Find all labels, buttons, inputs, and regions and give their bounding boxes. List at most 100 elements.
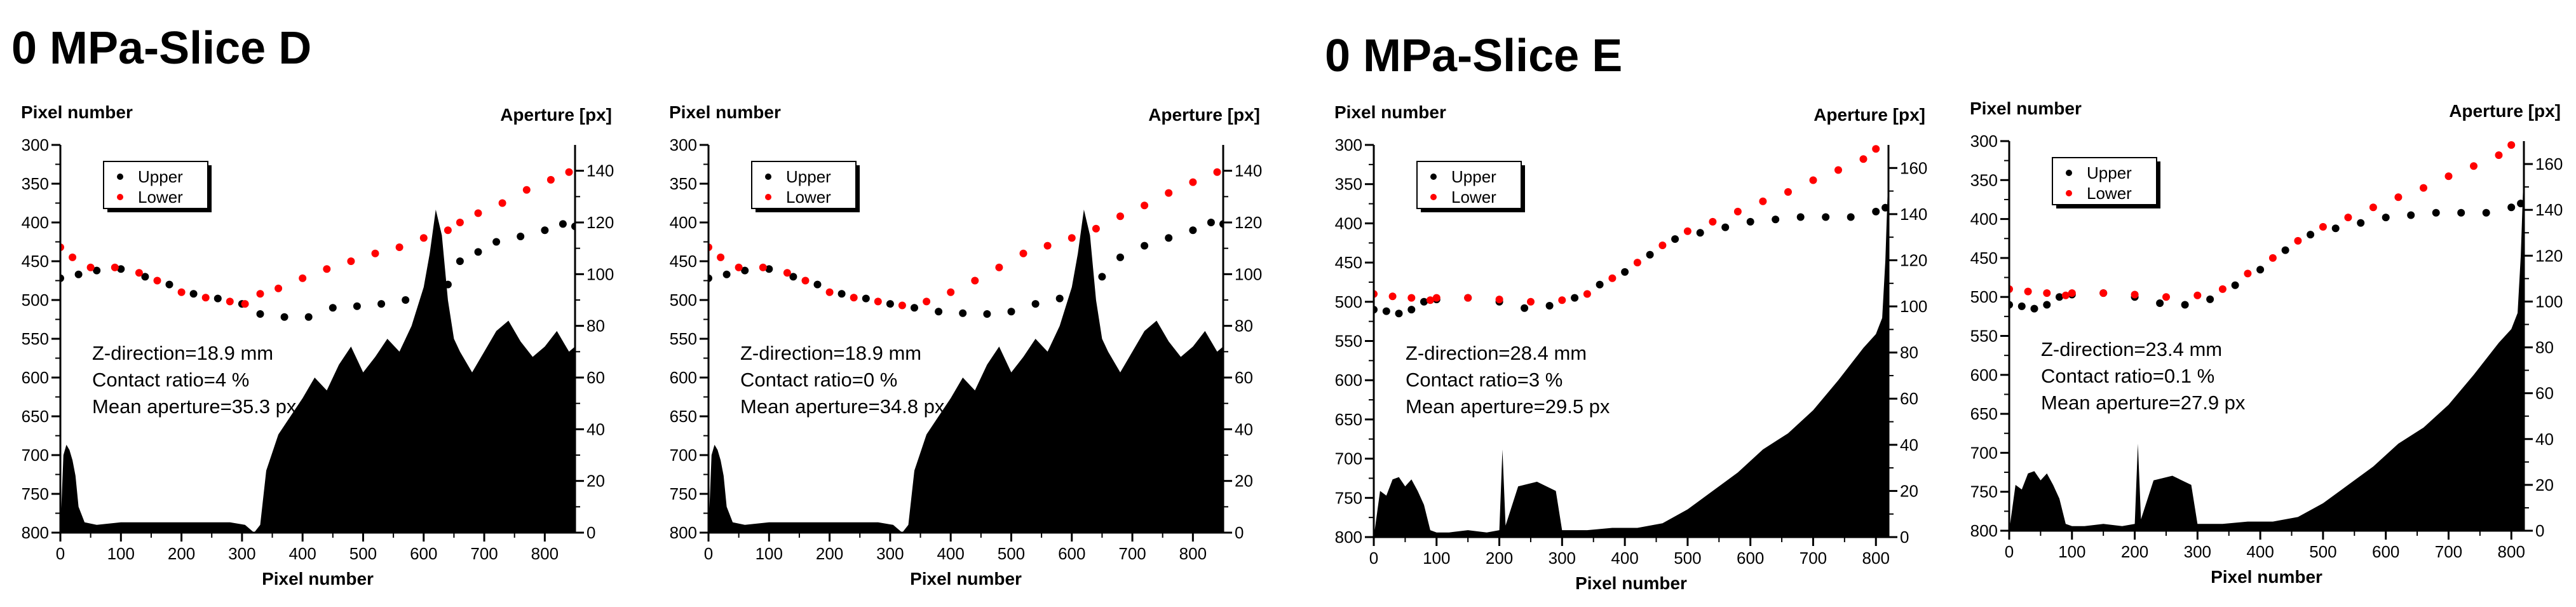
upper-point	[1746, 217, 1754, 226]
lower-point	[1658, 242, 1667, 249]
x-tick-label: 800	[531, 544, 559, 563]
upper-point	[2432, 208, 2440, 217]
upper-point	[304, 313, 313, 321]
aperture-area	[1374, 168, 1888, 537]
lower-point	[2507, 141, 2516, 149]
upper-point	[2043, 301, 2051, 309]
lower-point	[2244, 269, 2252, 278]
aperture-area	[708, 209, 1223, 533]
lower-point	[2495, 151, 2503, 160]
y-right-tick-label: 120	[1900, 250, 1927, 269]
lower-point	[1527, 297, 1535, 306]
legend-marker-upper	[117, 174, 123, 180]
y-right-tick-label: 120	[2535, 246, 2563, 265]
lower-point	[2162, 293, 2170, 301]
lower-point	[1683, 227, 1691, 235]
lower-point	[2024, 287, 2032, 296]
upper-point	[353, 302, 361, 310]
x-tick-label: 600	[1058, 544, 1085, 563]
lower-point	[1464, 294, 1472, 302]
y-right-tick-label: 40	[1235, 419, 1253, 439]
upper-point	[1696, 229, 1704, 237]
x-tick-label: 100	[2058, 542, 2085, 561]
lower-point	[898, 301, 906, 310]
lower-point	[1784, 188, 1792, 196]
upper-point	[474, 248, 482, 256]
upper-point	[722, 270, 731, 278]
legend: Upper Lower	[1416, 161, 1525, 212]
legend-marker-lower	[765, 194, 771, 200]
lower-point	[2043, 289, 2051, 297]
y-right-tick-label: 140	[1900, 205, 1927, 224]
y-left-tick-label: 650	[670, 407, 697, 426]
legend-marker-lower	[117, 194, 123, 200]
upper-point	[1772, 215, 1780, 224]
upper-point	[1395, 310, 1403, 318]
upper-point	[1080, 288, 1088, 296]
y-left-tick-label: 550	[22, 329, 49, 348]
y-right-tick-label: 0	[586, 523, 595, 542]
upper-point	[2357, 219, 2365, 227]
upper-point	[93, 266, 101, 275]
upper-point	[2331, 224, 2340, 233]
aperture-area	[60, 209, 575, 533]
y-left-tick-label: 500	[1970, 287, 1998, 306]
lower-point	[2369, 203, 2377, 212]
lower-point	[498, 199, 506, 207]
lower-point	[1019, 249, 1027, 257]
x-tick-label: 600	[1737, 549, 1764, 568]
upper-point	[1571, 294, 1579, 302]
y-left-tick-label: 500	[22, 290, 49, 310]
y-right-tick-label: 40	[1900, 435, 1918, 454]
y-right-tick-label: 0	[1235, 523, 1244, 542]
lower-point	[1165, 189, 1173, 197]
lower-point	[1068, 234, 1076, 242]
lower-point	[241, 300, 249, 308]
y-axis-label-left: Pixel number	[1970, 99, 2082, 118]
chart-panel-4: 0 100 200 300 400 500 600 700 800300350400450500…	[1970, 99, 2563, 587]
upper-point	[541, 226, 549, 235]
lower-point	[1495, 296, 1503, 304]
lower-point	[1733, 207, 1742, 215]
legend-box	[2052, 157, 2157, 205]
legend-marker-lower	[1430, 194, 1437, 200]
upper-point	[2382, 214, 2390, 222]
y-left-tick-label: 400	[1335, 214, 1362, 233]
upper-point	[1141, 242, 1149, 250]
upper-point	[1031, 300, 1040, 308]
upper-point	[983, 310, 991, 318]
lower-point	[735, 263, 743, 271]
lower-point	[177, 288, 186, 296]
y-right-tick-label: 20	[586, 472, 605, 491]
y-left-tick-label: 650	[1335, 410, 1362, 429]
upper-point	[1671, 235, 1679, 243]
y-left-tick-label: 450	[22, 252, 49, 271]
upper-point	[1646, 250, 1654, 259]
annotation: Contact ratio=0 %	[740, 369, 897, 391]
legend-label-upper: Upper	[786, 167, 831, 186]
lower-point	[444, 226, 452, 235]
upper-point	[2017, 302, 2026, 310]
legend-label-upper: Upper	[138, 167, 183, 186]
lower-point	[2517, 133, 2525, 141]
upper-point	[1621, 268, 1629, 276]
x-tick-label: 500	[998, 544, 1025, 563]
x-tick-label: 100	[107, 544, 135, 563]
lower-point	[565, 168, 573, 176]
lower-point	[522, 186, 531, 194]
annotation: Z-direction=23.4 mm	[2041, 338, 2222, 360]
lower-point	[1141, 201, 1149, 210]
legend-marker-upper	[2066, 170, 2072, 176]
y-right-tick-label: 0	[1900, 528, 1909, 547]
upper-point	[426, 288, 434, 296]
y-right-tick-label: 20	[1235, 472, 1253, 491]
upper-point	[2507, 203, 2516, 212]
upper-point	[517, 233, 525, 240]
lower-point	[850, 294, 858, 302]
y-left-tick-label: 600	[1970, 365, 1998, 385]
lower-point	[1709, 217, 1717, 226]
y-left-tick-label: 400	[1970, 210, 1998, 229]
lower-point	[2420, 184, 2427, 192]
y-axis-label-left: Pixel number	[669, 102, 781, 122]
y-axis-label-right: Aperture [px]	[500, 105, 612, 125]
